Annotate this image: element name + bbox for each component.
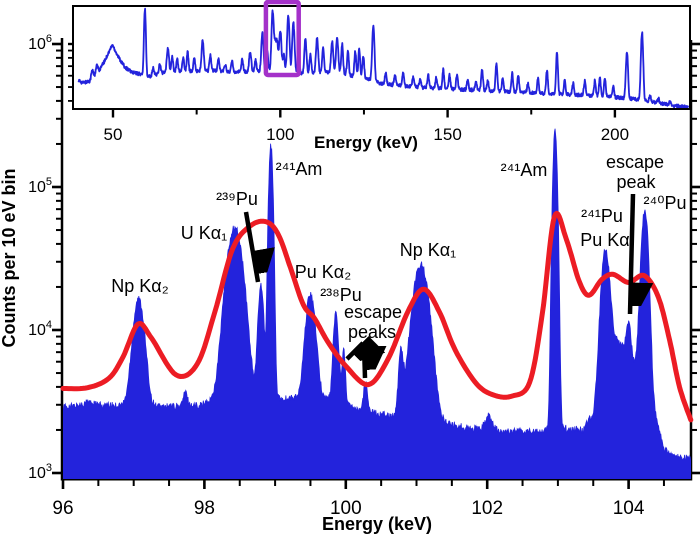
annotation-np-ka2: Np Kα₂ — [111, 276, 168, 296]
overview-x-tick-label: 150 — [433, 125, 461, 144]
y-tick-label: 105 — [28, 176, 52, 196]
annotation-pu-ka: Pu Kα — [580, 230, 629, 250]
hpge-overlay-curve — [60, 210, 694, 423]
main-panel — [60, 128, 694, 479]
annotation-pu238: ²³⁸Pu — [320, 285, 362, 305]
pu239-arrow — [243, 211, 258, 283]
annotation-pu240: ²⁴⁰Pu — [644, 193, 687, 213]
y-tick-label: 104 — [28, 319, 52, 339]
overview-spectrum-line — [77, 7, 689, 108]
x-tick-label: 104 — [613, 498, 645, 519]
overview-x-tick-label: 50 — [104, 125, 123, 144]
annotation-am241-left: ²⁴¹Am — [276, 159, 323, 179]
x-tick-label: 98 — [194, 498, 215, 519]
annotation-pu241: ²⁴¹Pu — [581, 206, 623, 226]
overview-panel: 50 100 150 200 — [68, 0, 691, 144]
annotation-escape-peaks-1: escape — [344, 302, 402, 322]
x-tick-label: 96 — [52, 498, 73, 519]
x-tick-label: 102 — [471, 498, 503, 519]
escape-peaks-arrow-down — [361, 344, 365, 379]
annotation-pu-ka2: Pu Kα₂ — [295, 262, 351, 282]
overview-xaxis-title: Energy (keV) — [314, 133, 418, 152]
highlight-box — [263, 0, 301, 78]
y-tick-label: 106 — [28, 33, 52, 53]
annotation-escape-peak-2: peak — [616, 172, 656, 192]
main-yaxis-title: Counts per 10 eV bin — [0, 168, 19, 347]
annotation-pu239: ²³⁹Pu — [216, 189, 258, 209]
escape-peak-arrow — [627, 193, 633, 315]
annotation-u-ka1: U Kα₁ — [181, 223, 228, 243]
annotation-np-ka1: Np Kα₁ — [400, 240, 457, 260]
annotation-am241-right: ²⁴¹Am — [501, 160, 548, 180]
y-tick-label: 103 — [28, 462, 52, 482]
overview-x-tick-label: 100 — [266, 125, 294, 144]
main-spectrum-area — [63, 128, 691, 479]
overview-x-tick-label: 200 — [601, 125, 629, 144]
annotation-escape-peak-1: escape — [606, 152, 664, 172]
main-xaxis-title: Energy (keV) — [322, 514, 432, 534]
x-tick-label: 100 — [330, 498, 362, 519]
annotation-escape-peaks-2: peaks — [348, 322, 396, 342]
escape-peaks-arrow-left — [345, 343, 363, 359]
